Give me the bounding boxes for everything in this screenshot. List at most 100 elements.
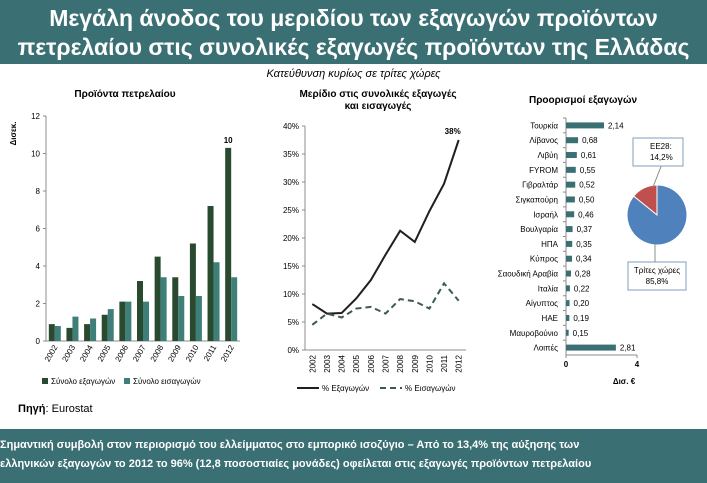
bar-chart-y-tick-label: 2 bbox=[36, 300, 41, 309]
source-value: : Eurostat bbox=[45, 403, 93, 415]
destinations-category-label: Γιβραλτάρ bbox=[522, 181, 558, 190]
destinations-chart-title: Προορισμοί εξαγωγών bbox=[528, 95, 638, 106]
bar-chart-x-tick-label: 2010 bbox=[184, 343, 201, 363]
line-chart-x-tick-label: 2009 bbox=[411, 354, 420, 372]
source-note: Πηγή: Eurostat bbox=[18, 403, 93, 415]
destinations-value-label: 0,34 bbox=[576, 255, 592, 264]
destinations-value-label: 0,50 bbox=[579, 195, 595, 204]
destinations-category-label: Μαυροβούνιο bbox=[510, 329, 559, 338]
bar-chart-x-tick-label: 2006 bbox=[113, 343, 130, 363]
bar-imports bbox=[213, 262, 220, 341]
destinations-bar bbox=[566, 181, 576, 188]
destinations-value-label: 0,55 bbox=[580, 166, 596, 175]
bar-exports bbox=[119, 301, 126, 341]
destinations-bar bbox=[566, 314, 570, 321]
bar-chart-title: Προϊόντα πετρελαίου bbox=[74, 89, 176, 100]
bar-chart-x-tick-label: 2011 bbox=[202, 343, 219, 363]
bar-imports bbox=[231, 277, 238, 341]
destinations-value-label: 0,46 bbox=[578, 210, 594, 219]
line-chart-y-tick-label: 15% bbox=[283, 262, 299, 271]
line-chart-x-tick-label: 2008 bbox=[396, 354, 405, 372]
bar-chart-y-tick-label: 10 bbox=[31, 150, 40, 159]
line-chart-x-tick-label: 2005 bbox=[352, 354, 361, 372]
destinations-value-label: 0,61 bbox=[581, 151, 597, 160]
bar-chart-y-tick-label: 6 bbox=[36, 225, 41, 234]
destinations-category-label: Λίβανος bbox=[529, 136, 558, 145]
destinations-bar bbox=[566, 152, 577, 159]
bar-chart-x-tick-label: 2005 bbox=[96, 343, 113, 363]
source-label: Πηγή bbox=[18, 403, 46, 415]
bar-exports bbox=[225, 147, 232, 341]
line-chart-legend-label: % Εξαγωγών bbox=[322, 384, 369, 393]
title-line-1: Μεγάλη άνοδος του μεριδίου των εξαγωγών … bbox=[49, 5, 658, 31]
bar-imports bbox=[125, 301, 132, 341]
line-chart-y-tick-label: 40% bbox=[283, 122, 299, 131]
destinations-category-label: Ιταλία bbox=[538, 284, 559, 293]
pie-value-third-countries: 85,8% bbox=[646, 277, 669, 286]
line-chart-x-tick-label: 2006 bbox=[367, 354, 376, 372]
destinations-value-label: 0,20 bbox=[574, 299, 590, 308]
destinations-value-label: 0,35 bbox=[576, 240, 592, 249]
line-chart-data-label: 38% bbox=[445, 127, 461, 136]
bar-exports bbox=[189, 243, 196, 341]
destinations-bar bbox=[566, 255, 573, 262]
destinations-category-label: Αίγυπτος bbox=[526, 299, 559, 308]
destinations-category-label: FYROM bbox=[529, 166, 558, 175]
footer-line-2: ελληνικών εξαγωγών το 2012 το 96% (12,8 … bbox=[0, 458, 592, 470]
pie-label-third-countries: Τρίτες χώρες bbox=[634, 266, 680, 275]
destinations-value-label: 2,14 bbox=[608, 121, 624, 130]
line-chart-x-tick-label: 2011 bbox=[440, 354, 449, 372]
destinations-category-label: Τουρκία bbox=[530, 121, 558, 130]
destinations-category-label: ΗΠΑ bbox=[541, 240, 559, 249]
footer-line-1: Σημαντική συμβολή στον περιορισμό του ελ… bbox=[0, 439, 580, 451]
destinations-value-label: 0,52 bbox=[579, 181, 595, 190]
destinations-value-label: 0,37 bbox=[577, 225, 593, 234]
destinations-x-tick-label: 4 bbox=[635, 360, 640, 369]
destinations-bar bbox=[566, 137, 579, 144]
bar-imports bbox=[72, 316, 79, 341]
destinations-bar bbox=[566, 196, 575, 203]
bar-chart-y-tick-label: 12 bbox=[31, 112, 40, 121]
line-chart-x-tick-label: 2004 bbox=[338, 354, 347, 372]
pie-label-eu28: ΕΕ28: bbox=[650, 142, 672, 151]
destinations-bar bbox=[566, 122, 604, 129]
pie-callout-box-third-countries bbox=[627, 261, 687, 291]
bar-exports bbox=[66, 327, 73, 341]
bar-chart-y-tick-label: 0 bbox=[36, 337, 41, 346]
line-chart-legend-label: % Εισαγωγών bbox=[405, 384, 456, 393]
footer-banner: Σημαντική συμβολή στον περιορισμό του ελ… bbox=[0, 429, 707, 483]
bar-chart-x-tick-label: 2002 bbox=[43, 343, 60, 363]
destinations-category-label: Λιβύη bbox=[537, 151, 558, 160]
destinations-value-label: 0,68 bbox=[582, 136, 598, 145]
bar-chart-legend-swatch bbox=[42, 378, 48, 384]
bar-imports bbox=[143, 301, 149, 341]
destinations-category-label: Σιγκαπούρη bbox=[516, 195, 558, 204]
bar-exports bbox=[137, 281, 143, 341]
bar-chart-x-tick-label: 2003 bbox=[60, 343, 77, 363]
pie-callout-box-eu28 bbox=[632, 137, 684, 167]
destinations-bar bbox=[566, 285, 570, 292]
bar-chart-x-tick-label: 2008 bbox=[149, 343, 166, 363]
destinations-bar bbox=[566, 240, 573, 247]
bar-imports bbox=[160, 277, 167, 341]
line-chart-title: Μερίδιο στις συνολικές εξαγωγές και εισα… bbox=[299, 89, 457, 112]
destinations-x-tick-label: 0 bbox=[564, 360, 569, 369]
destinations-bar bbox=[566, 166, 576, 173]
line-chart-y-tick-label: 25% bbox=[283, 206, 299, 215]
title-line-2: πετρελαίου στις συνολικές εξαγωγές προϊό… bbox=[17, 34, 690, 60]
title-banner: Μεγάλη άνοδος του μεριδίου των εξαγωγών … bbox=[0, 0, 707, 64]
bar-exports bbox=[207, 206, 214, 341]
bar-chart-legend-swatch bbox=[124, 378, 130, 384]
bar-imports bbox=[178, 296, 185, 341]
bar-chart-y-tick-label: 4 bbox=[36, 262, 41, 271]
bar-chart-x-tick-label: 2012 bbox=[219, 343, 236, 363]
destinations-value-label: 0,15 bbox=[573, 329, 589, 338]
bar-imports bbox=[54, 326, 61, 341]
bar-exports bbox=[48, 324, 55, 341]
bar-chart-y-axis-label: Δισεκ. bbox=[9, 122, 18, 146]
line-chart-x-tick-label: 2003 bbox=[323, 354, 332, 372]
line-chart-y-tick-label: 35% bbox=[283, 150, 299, 159]
bar-chart-legend-label: Σύνολο εξαγωγών bbox=[51, 377, 115, 386]
destinations-bar bbox=[566, 329, 569, 336]
